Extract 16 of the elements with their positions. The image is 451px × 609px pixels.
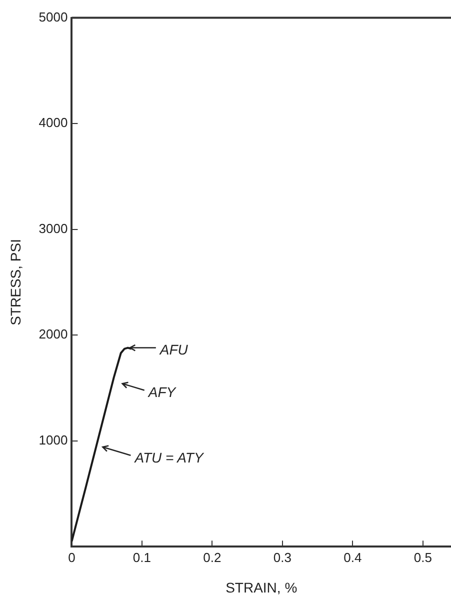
y-tick-label: 5000 bbox=[38, 9, 68, 24]
y-axis-title: STRESS, PSI bbox=[7, 239, 24, 326]
x-tick-label: 0.5 bbox=[414, 550, 432, 565]
x-tick-label: 0.3 bbox=[273, 550, 292, 565]
y-tick-label: 3000 bbox=[38, 220, 68, 236]
y-tick-label: 1000 bbox=[38, 432, 68, 448]
y-tick-label: 4000 bbox=[38, 115, 68, 130]
annotation: ATU = ATY bbox=[134, 449, 205, 466]
x-tick-label: 0.4 bbox=[344, 550, 362, 565]
x-tick-label: 0.2 bbox=[203, 550, 222, 565]
annotation: AFY bbox=[147, 384, 178, 400]
annotation: AFU bbox=[158, 342, 189, 358]
x-tick-label: 0.1 bbox=[132, 550, 151, 565]
x-tick-label: 0 bbox=[68, 550, 76, 565]
x-axis-title: STRAIN, % bbox=[226, 579, 298, 596]
y-tick-label: 2000 bbox=[38, 326, 68, 342]
